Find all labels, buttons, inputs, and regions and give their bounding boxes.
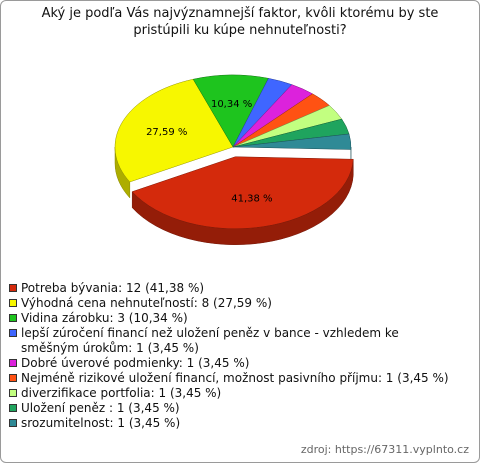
legend-item: Vidina zárobku: 3 (10,34 %): [9, 311, 459, 326]
legend-swatch: [9, 329, 17, 337]
legend-item: Dobré úverové podmienky: 1 (3,45 %): [9, 356, 459, 371]
legend-item: Uložení peněz : 1 (3,45 %): [9, 401, 459, 416]
legend-label: Uložení peněz : 1 (3,45 %): [21, 401, 180, 415]
pie-area: 41,38 % 27,59 % 10,34 %: [114, 74, 354, 245]
legend-item: Potreba bývania: 12 (41,38 %): [9, 281, 459, 296]
legend-swatch: [9, 389, 17, 397]
legend-item: Výhodná cena nehnuteľností: 8 (27,59 %): [9, 296, 459, 311]
legend-label: Vidina zárobku: 3 (10,34 %): [21, 311, 188, 325]
legend-label: lepší zúročení financí než uložení peněz…: [21, 326, 399, 355]
slice-label: 41,38 %: [231, 194, 272, 205]
slice: [232, 133, 352, 150]
slice-label: 27,59 %: [146, 127, 187, 138]
slice: [192, 74, 269, 148]
slice: [114, 78, 234, 183]
slice: [131, 156, 354, 229]
legend-swatch: [9, 299, 17, 307]
legend-label: Dobré úverové podmienky: 1 (3,45 %): [21, 356, 250, 370]
legend-item: Nejméně rizikové uložení financí, možnos…: [9, 371, 459, 386]
legend-item: lepší zúročení financí než uložení peněz…: [9, 326, 459, 356]
legend: Potreba bývania: 12 (41,38 %) Výhodná cen…: [9, 281, 459, 431]
legend-swatch: [9, 314, 17, 322]
legend-swatch: [9, 404, 17, 412]
legend-item: srozumitelnost: 1 (3,45 %): [9, 416, 459, 431]
source: zdroj: https://67311.vyplnto.cz: [300, 443, 469, 456]
legend-item: diverzifikace portfolia: 1 (3,45 %): [9, 386, 459, 401]
legend-swatch: [9, 359, 17, 367]
legend-swatch: [9, 284, 17, 292]
legend-label: Potreba bývania: 12 (41,38 %): [21, 281, 205, 295]
slice-label: 10,34 %: [211, 99, 252, 110]
legend-label: srozumitelnost: 1 (3,45 %): [21, 416, 181, 430]
legend-label: diverzifikace portfolia: 1 (3,45 %): [21, 386, 222, 400]
legend-swatch: [9, 419, 17, 427]
legend-label: Výhodná cena nehnuteľností: 8 (27,59 %): [21, 296, 272, 310]
chart-title: Aký je podľa Vás najvýznamnejší faktor, …: [41, 6, 439, 38]
legend-swatch: [9, 374, 17, 382]
legend-label: Nejméně rizikové uložení financí, možnos…: [21, 371, 449, 385]
